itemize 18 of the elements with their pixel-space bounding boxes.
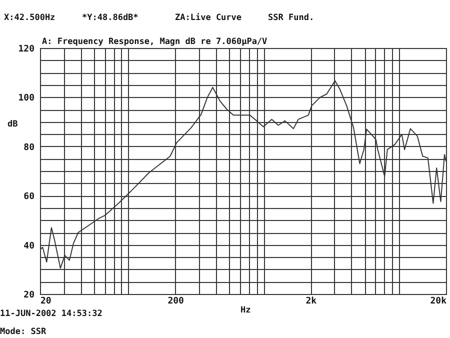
text: 11-JUN-2002 14:53:32 (0, 309, 102, 319)
y-tick-label: 40 (24, 241, 34, 252)
x-axis-title: Hz (240, 306, 251, 316)
y-tick-label: 80 (24, 142, 34, 153)
x-tick-label: 20k (430, 296, 448, 306)
y-tick-label: 100 (18, 94, 34, 104)
x-tick-label: 200 (168, 296, 184, 306)
text: *Y:48.86dB* (82, 13, 138, 23)
text: X:42.500Hz (4, 13, 56, 23)
y-axis-title: dB (8, 120, 18, 130)
y-tick-label: 120 (18, 44, 34, 54)
chart-title: A: Frequency Response, Magn dB re 7.060µPa/V (42, 37, 268, 47)
text: SSR Fund. (268, 13, 314, 23)
x-tick-label: 2k (306, 296, 318, 306)
y-tick-label: 60 (24, 192, 34, 202)
text: ZA:Live Curve (175, 13, 242, 23)
x-tick-label: 20 (40, 296, 52, 306)
text: Mode: SSR (0, 327, 47, 337)
